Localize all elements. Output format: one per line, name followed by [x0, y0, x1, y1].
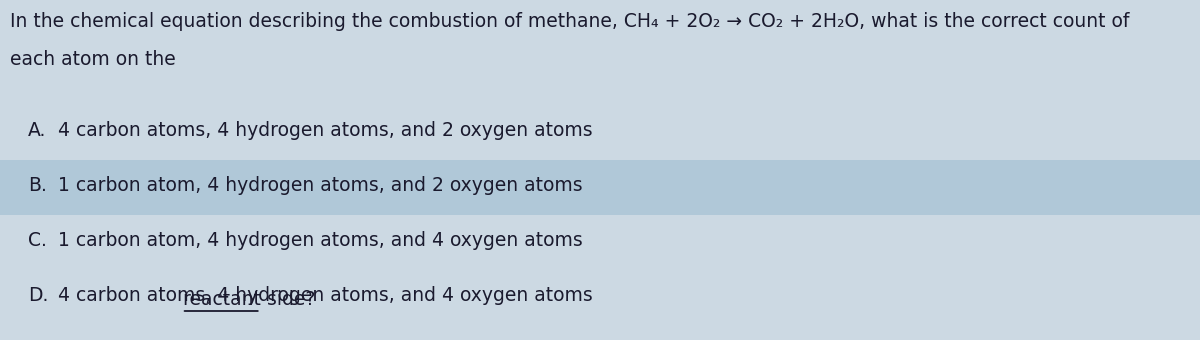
Text: A.: A. [28, 121, 47, 140]
Text: B.: B. [28, 176, 47, 195]
Text: side?: side? [260, 290, 314, 309]
Text: 1 carbon atom, 4 hydrogen atoms, and 2 oxygen atoms: 1 carbon atom, 4 hydrogen atoms, and 2 o… [58, 176, 583, 195]
Text: 4 carbon atoms, 4 hydrogen atoms, and 2 oxygen atoms: 4 carbon atoms, 4 hydrogen atoms, and 2 … [58, 121, 593, 140]
Text: D.: D. [28, 286, 48, 305]
Bar [0, 160, 1200, 215]
Text: each atom on the: each atom on the [10, 50, 181, 69]
Text: C.: C. [28, 231, 47, 250]
Text: In the chemical equation describing the combustion of methane, CH₄ + 2O₂ → CO₂ +: In the chemical equation describing the … [10, 12, 1129, 31]
Text: reactant: reactant [181, 290, 260, 309]
Text: 4 carbon atoms, 4 hydrogen atoms, and 4 oxygen atoms: 4 carbon atoms, 4 hydrogen atoms, and 4 … [58, 286, 593, 305]
Text: 1 carbon atom, 4 hydrogen atoms, and 4 oxygen atoms: 1 carbon atom, 4 hydrogen atoms, and 4 o… [58, 231, 583, 250]
